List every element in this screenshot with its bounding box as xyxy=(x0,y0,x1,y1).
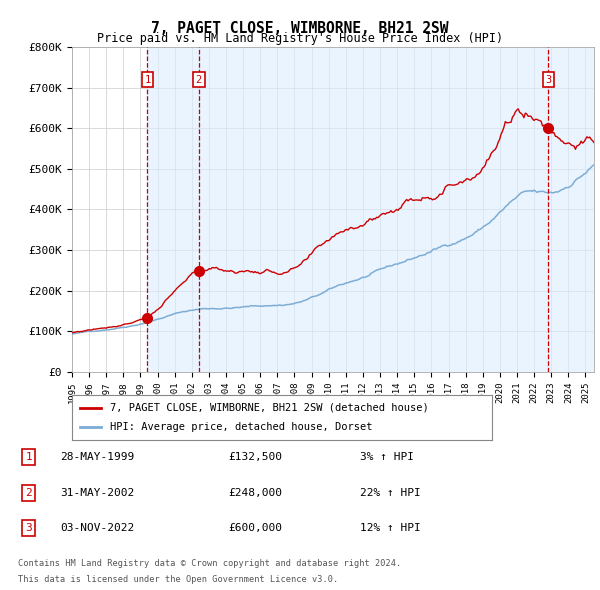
Text: 3: 3 xyxy=(545,75,551,84)
Text: 7, PAGET CLOSE, WIMBORNE, BH21 2SW: 7, PAGET CLOSE, WIMBORNE, BH21 2SW xyxy=(151,21,449,35)
Text: £248,000: £248,000 xyxy=(228,488,282,497)
Text: Contains HM Land Registry data © Crown copyright and database right 2024.: Contains HM Land Registry data © Crown c… xyxy=(18,559,401,568)
Text: 2: 2 xyxy=(25,488,32,497)
Text: 28-MAY-1999: 28-MAY-1999 xyxy=(60,453,134,462)
Text: 7, PAGET CLOSE, WIMBORNE, BH21 2SW (detached house): 7, PAGET CLOSE, WIMBORNE, BH21 2SW (deta… xyxy=(110,403,428,412)
Text: £132,500: £132,500 xyxy=(228,453,282,462)
Text: This data is licensed under the Open Government Licence v3.0.: This data is licensed under the Open Gov… xyxy=(18,575,338,584)
Text: 1: 1 xyxy=(145,75,151,84)
Text: HPI: Average price, detached house, Dorset: HPI: Average price, detached house, Dors… xyxy=(110,422,372,432)
Text: 3: 3 xyxy=(25,523,32,533)
Text: £600,000: £600,000 xyxy=(228,523,282,533)
Bar xyxy=(199,47,548,372)
Text: 2: 2 xyxy=(196,75,202,84)
Text: 03-NOV-2022: 03-NOV-2022 xyxy=(60,523,134,533)
Text: 3% ↑ HPI: 3% ↑ HPI xyxy=(360,453,414,462)
Text: 12% ↑ HPI: 12% ↑ HPI xyxy=(360,523,421,533)
Bar xyxy=(148,47,199,372)
Text: 31-MAY-2002: 31-MAY-2002 xyxy=(60,488,134,497)
Bar xyxy=(548,47,594,372)
Text: 22% ↑ HPI: 22% ↑ HPI xyxy=(360,488,421,497)
Text: 1: 1 xyxy=(25,453,32,462)
Text: Price paid vs. HM Land Registry's House Price Index (HPI): Price paid vs. HM Land Registry's House … xyxy=(97,32,503,45)
